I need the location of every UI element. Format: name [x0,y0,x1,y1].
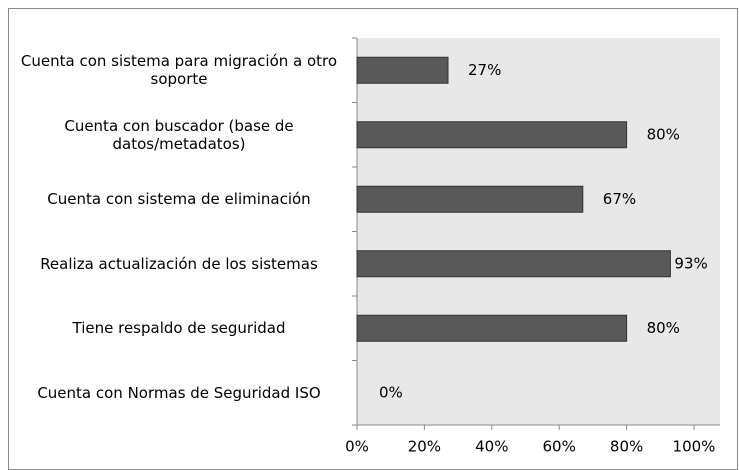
x-tick-label: 40% [475,438,508,456]
value-label: 0% [379,383,403,401]
category-label: Cuenta con sistema para migración a otro… [20,52,338,89]
x-tick-label: 60% [543,438,576,456]
category-label: Tiene respaldo de seguridad [72,319,286,338]
x-tick-label: 100% [673,438,716,456]
bar [356,250,671,278]
category-label: Cuenta con buscador (base de datos/metad… [64,116,294,153]
category-label: Realiza actualización de los sistemas [40,254,318,273]
value-label: 93% [674,254,707,272]
value-label: 80% [647,125,680,143]
bar [356,185,584,213]
category-label: Cuenta con Normas de Seguridad ISO [37,383,321,402]
category-label: Cuenta con sistema de eliminación [47,190,311,209]
value-label: 67% [603,190,636,208]
plot-area [357,38,720,425]
value-label: 27% [468,61,501,79]
bar [356,56,449,84]
x-tick-label: 80% [610,438,643,456]
bar [356,121,628,149]
x-tick-label: 20% [408,438,441,456]
value-label: 80% [647,319,680,337]
x-tick-label: 0% [345,438,369,456]
bar [356,314,628,342]
